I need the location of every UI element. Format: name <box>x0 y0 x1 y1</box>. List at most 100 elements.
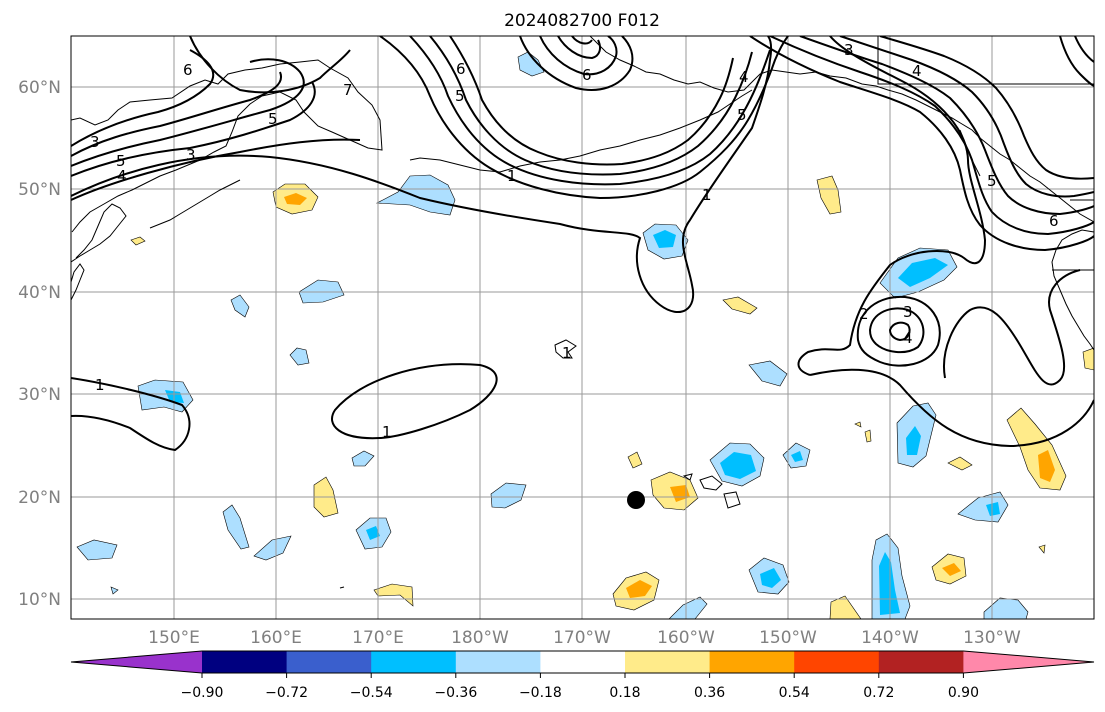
colorbar-tick-label: −0.72 <box>265 685 308 701</box>
storm-center-dot <box>627 491 645 509</box>
positive-anomaly-area <box>864 429 872 443</box>
negative-anomaly-area <box>351 450 375 467</box>
colorbar-tick-label: 0.36 <box>694 685 725 701</box>
gridlines <box>71 36 1094 619</box>
contour-2-west <box>71 138 361 201</box>
positive-anomaly-area <box>722 296 758 315</box>
contour-label: 6 <box>1049 212 1059 230</box>
contour-label: 3 <box>186 146 196 164</box>
negative-anomaly-area <box>906 426 921 455</box>
contour-1-west <box>71 377 191 452</box>
colorbar-segment <box>625 651 711 673</box>
contour-east-4 <box>839 36 1094 198</box>
colorbar-segment <box>286 651 372 673</box>
contour-label: 6 <box>183 61 193 79</box>
contour-3-west <box>71 81 316 177</box>
negative-anomaly-area <box>289 347 310 366</box>
coastline-midway <box>554 339 577 359</box>
lon-label: 170°W <box>553 628 611 648</box>
contour-1-mid <box>331 363 498 440</box>
map-panel: 6 5 4 3 7 5 6 5 6 5 4 3 3 4 1 1 1 1 1 2 <box>70 35 1095 620</box>
negative-anomaly-area <box>366 526 380 540</box>
lon-label: 180°W <box>451 628 509 648</box>
contour-ring-aleut <box>519 36 634 91</box>
negative-anomaly-area <box>490 482 527 509</box>
colorbar-tick-label: −0.90 <box>181 685 224 701</box>
contour-label: 3 <box>844 41 854 59</box>
contour-label: 1 <box>95 376 105 394</box>
colorbar-extend-max <box>963 651 1094 673</box>
colorbar-tick-label: 0.90 <box>948 685 979 701</box>
contour-label: 1 <box>702 186 712 204</box>
lon-label: 160°E <box>250 628 302 648</box>
contour-east-1 <box>749 36 1094 252</box>
longitude-labels: 150°E 160°E 170°E 180°W 170°W 160°W 150°… <box>148 628 1021 648</box>
latitude-labels: 60°N 50°N 40°N 30°N 20°N 10°N <box>18 78 61 610</box>
contour-1-north <box>71 36 773 314</box>
contour-5-west <box>71 71 283 157</box>
lat-label: 10°N <box>18 590 61 610</box>
negative-anomaly-area <box>760 568 781 588</box>
colorbar-tick-label: 0.18 <box>609 685 640 701</box>
positive-anomaly-area <box>627 451 643 469</box>
colorbar-segment <box>455 651 541 673</box>
contour-label: 1 <box>382 423 392 441</box>
contour-4-low <box>888 321 911 342</box>
negative-anomaly-area <box>375 174 456 216</box>
negative-anomaly-area <box>253 535 292 561</box>
positive-anomaly-area <box>670 485 690 502</box>
negative-anomaly-area <box>230 294 250 318</box>
contour-ring-aleut-3 <box>557 36 601 60</box>
coastline-alaska <box>589 36 1094 223</box>
contour-east-2 <box>769 36 1094 236</box>
positive-anomaly-area <box>626 580 652 598</box>
positive-anomaly-area <box>130 236 146 246</box>
map-title: 2024082700 F012 <box>504 11 660 31</box>
coastline-hawaii-3 <box>682 473 693 481</box>
contour-label: 6 <box>582 66 592 84</box>
colorbar-segment <box>371 651 457 673</box>
coastline-hawaii-2 <box>723 491 741 509</box>
positive-anomaly-area <box>947 456 973 471</box>
negative-anomaly-area <box>653 230 676 248</box>
lon-label: 150°W <box>759 628 817 648</box>
contour-6-arc <box>409 36 771 186</box>
negative-anomaly-area <box>748 360 788 387</box>
contour-label: 5 <box>987 172 997 190</box>
negative-anomaly-area <box>791 451 803 462</box>
contour-5-arc <box>379 36 789 200</box>
lat-label: 60°N <box>18 78 61 98</box>
colorbar-segment <box>878 651 964 673</box>
colorbar-segment <box>540 651 626 673</box>
lon-label: 170°E <box>352 628 404 648</box>
positive-anomaly-area <box>1082 347 1094 371</box>
contour-4-west <box>71 58 305 167</box>
contour-label: 5 <box>455 87 465 105</box>
negative-anomaly-area <box>898 258 948 287</box>
colorbar-tick-label: −0.54 <box>350 685 393 701</box>
positive-anomaly-area <box>1038 544 1046 554</box>
positive-anomaly-area <box>942 563 961 576</box>
colorbar: −0.90 −0.72 −0.54 −0.36 −0.18 0.18 0.36 0.54 0.7… <box>70 650 1095 701</box>
colorbar-segment <box>202 651 288 673</box>
contour-7-arc <box>429 36 753 176</box>
contour-label: 5 <box>268 110 278 128</box>
contour-east-6 <box>1059 36 1094 87</box>
contour-label: 4 <box>912 62 922 80</box>
contour-label: 4 <box>903 329 913 347</box>
contour-1-east <box>797 36 1094 448</box>
alaska-canada-border <box>877 36 1094 85</box>
contour-label: 2 <box>859 305 869 323</box>
coastline-kamchatka <box>71 59 383 233</box>
colorbar-segment <box>709 651 795 673</box>
negative-anomaly-area <box>110 586 119 595</box>
negative-anomaly-area <box>668 596 708 619</box>
contour-ring-aleut-4 <box>571 36 593 45</box>
lat-label: 20°N <box>18 488 61 508</box>
coastline-japan <box>71 203 127 263</box>
boundaries <box>877 36 1094 271</box>
colorbar-tick-label: −0.36 <box>434 685 477 701</box>
colorbar-extend-min <box>71 651 202 673</box>
coastline-aleutians <box>409 89 753 173</box>
negative-anomaly-area <box>983 597 1029 619</box>
